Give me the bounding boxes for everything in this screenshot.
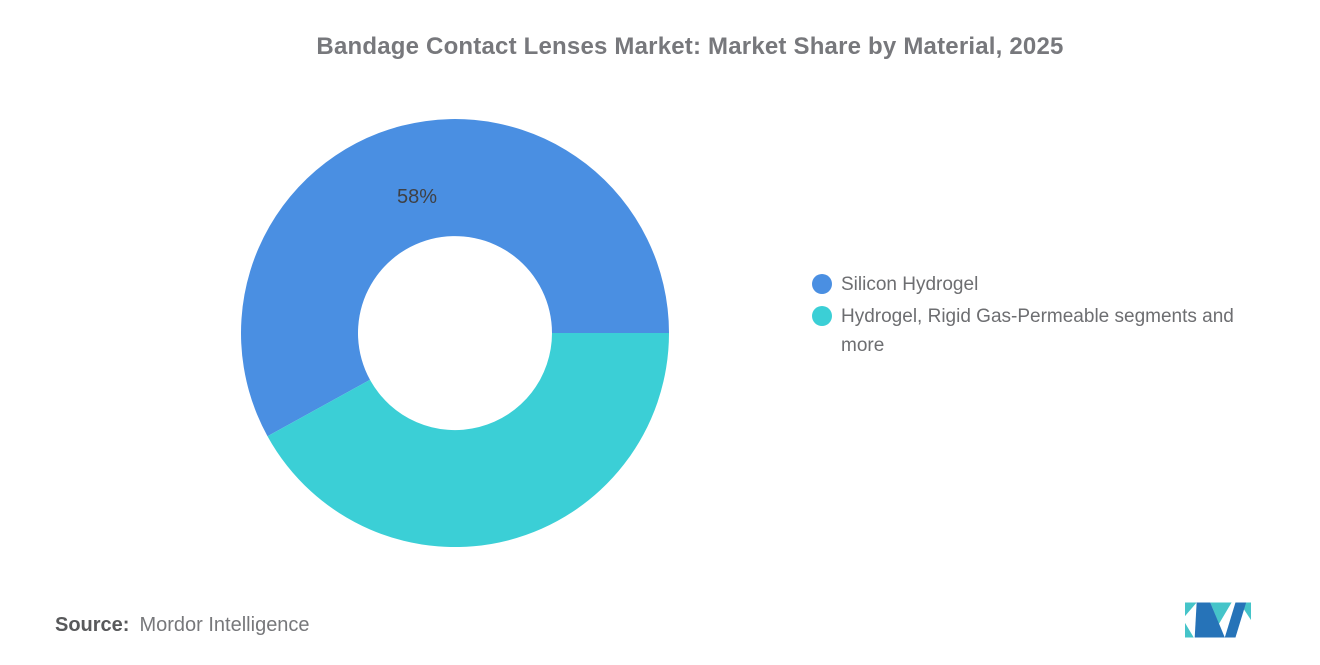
chart-title: Bandage Contact Lenses Market: Market Sh… [316,33,1064,60]
legend-dot-hydrogel-and-more [812,306,832,326]
source-label: Source: [55,614,130,636]
donut-chart: 58% [241,119,669,547]
source-value: Mordor Intelligence [139,614,310,636]
legend-label-hydrogel-and-more: Hydrogel, Rigid Gas-Permeable segments a… [841,306,1234,356]
slice-silicon-hydrogel[interactable] [241,119,669,437]
source-line: Source: Mordor Intelligence [55,614,310,637]
logo-shape-teal-bottom-left [1185,622,1194,638]
logo-shape-teal-mid [1210,602,1232,624]
logo-shape-blue-right [1224,602,1247,638]
logo-shape-teal-top-left [1185,602,1197,617]
slice-hydrogel-and-more[interactable] [267,333,670,547]
logo-shape-blue-left [1194,602,1225,638]
legend-item-silicon-hydrogel[interactable]: Silicon Hydrogel [812,270,1264,299]
mordor-intelligence-logo [1185,602,1251,638]
legend-item-hydrogel-and-more[interactable]: Hydrogel, Rigid Gas-Permeable segments a… [812,302,1264,360]
logo-shape-teal-top-right [1239,602,1251,620]
slice-data-label: 58% [397,186,437,208]
legend-dot-silicon-hydrogel [812,274,832,294]
chart-legend: Silicon Hydrogel Hydrogel, Rigid Gas-Per… [812,270,1264,360]
legend-label-silicon-hydrogel: Silicon Hydrogel [841,274,979,295]
